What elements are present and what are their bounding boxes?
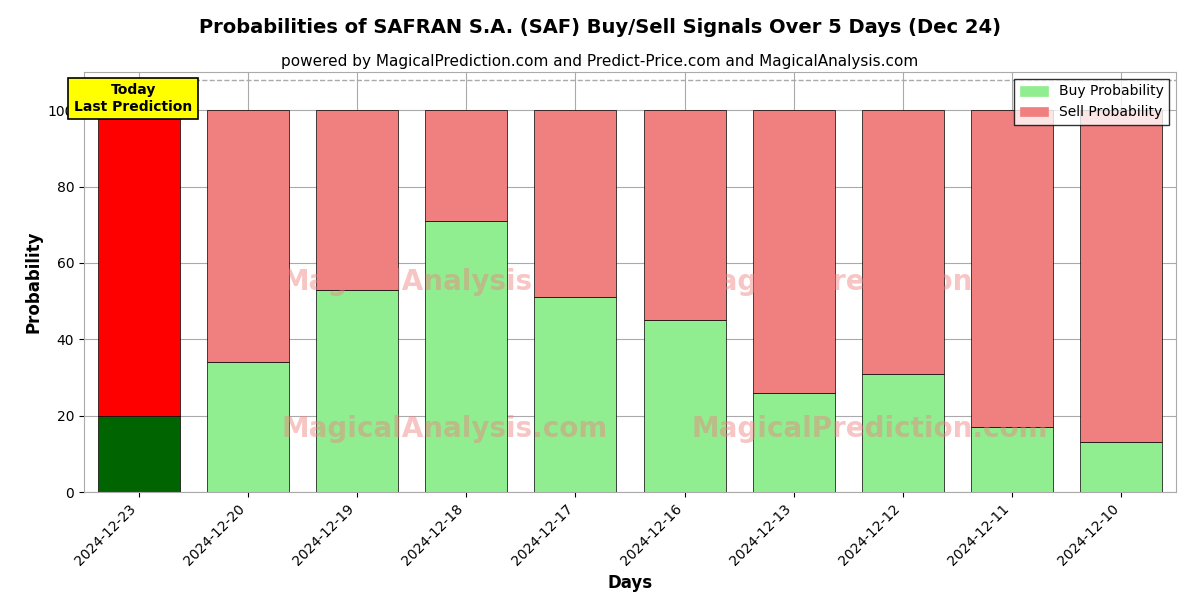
X-axis label: Days: Days xyxy=(607,574,653,592)
Text: MagicalPrediction.com: MagicalPrediction.com xyxy=(692,268,1049,296)
Bar xyxy=(206,362,289,492)
Bar xyxy=(534,297,617,492)
Bar xyxy=(316,110,398,290)
Bar xyxy=(752,393,835,492)
Bar xyxy=(534,110,617,297)
Text: MagicalAnalysis.com: MagicalAnalysis.com xyxy=(281,415,607,443)
Text: Today
Last Prediction: Today Last Prediction xyxy=(74,83,192,113)
Bar xyxy=(425,110,508,221)
Bar xyxy=(316,290,398,492)
Text: MagicalPrediction.com: MagicalPrediction.com xyxy=(692,415,1049,443)
Bar xyxy=(752,110,835,393)
Bar xyxy=(1080,110,1163,442)
Text: powered by MagicalPrediction.com and Predict-Price.com and MagicalAnalysis.com: powered by MagicalPrediction.com and Pre… xyxy=(281,54,919,69)
Bar xyxy=(97,416,180,492)
Y-axis label: Probability: Probability xyxy=(24,231,42,333)
Bar xyxy=(862,374,944,492)
Legend: Buy Probability, Sell Probability: Buy Probability, Sell Probability xyxy=(1014,79,1169,125)
Text: Probabilities of SAFRAN S.A. (SAF) Buy/Sell Signals Over 5 Days (Dec 24): Probabilities of SAFRAN S.A. (SAF) Buy/S… xyxy=(199,18,1001,37)
Bar xyxy=(206,110,289,362)
Bar xyxy=(971,427,1054,492)
Text: MagicalAnalysis.com: MagicalAnalysis.com xyxy=(281,268,607,296)
Bar xyxy=(643,110,726,320)
Bar xyxy=(97,110,180,416)
Bar xyxy=(971,110,1054,427)
Bar xyxy=(1080,442,1163,492)
Bar xyxy=(425,221,508,492)
Bar xyxy=(862,110,944,374)
Bar xyxy=(643,320,726,492)
